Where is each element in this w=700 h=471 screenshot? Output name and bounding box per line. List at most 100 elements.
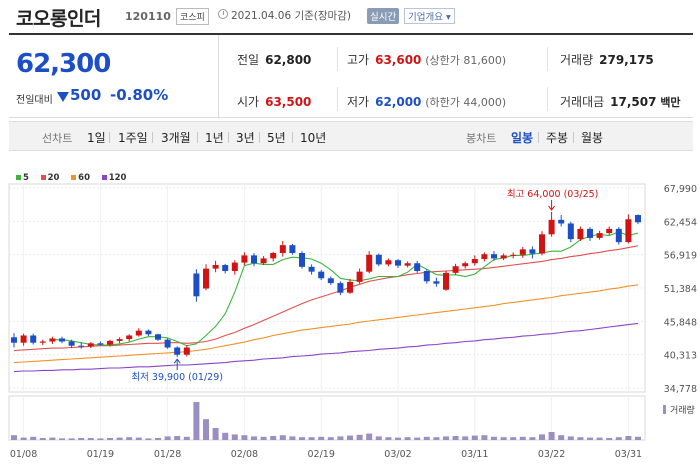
candle-body [183,347,190,355]
candle-body [231,262,238,272]
candle-body [299,252,305,267]
current-price: 62,300 [16,49,111,79]
tab-1year[interactable]: 1년 [205,131,224,145]
low-value: 62,000 [375,95,422,109]
date-text: 2021.04.06 기준(장마감) [231,10,351,22]
volume-bar [203,419,209,440]
price-change-pct: -0.80% [110,86,169,104]
candle-body [558,219,565,224]
volume-bar [491,436,497,440]
realtime-button[interactable]: 실시간 [367,8,400,24]
tab-monthly[interactable]: 월봉 [581,131,604,145]
x-tick-label: 02/08 [231,449,258,460]
y-tick-label: 62,454 [664,217,697,228]
candle-body [49,338,56,342]
high-value: 63,600 [375,53,422,67]
tab-1week[interactable]: 1주일 [118,131,148,145]
candle-body [491,254,497,259]
volume-bar [135,437,142,440]
volume-bar [596,437,603,440]
volume-bar [126,437,133,440]
volume-bar [443,436,449,440]
current-price-panel: 62,300 전일대비 500 -0.80% [9,35,219,119]
volume-bar [548,432,555,440]
legend-ma20[interactable]: 20 [40,173,59,183]
candle-body [11,337,17,343]
tab-divider [538,132,539,143]
candle-body [596,233,603,238]
volume-bar [231,434,238,440]
candle-body [452,266,459,273]
candle-body [193,273,200,297]
candle-body [289,245,296,253]
y-tick-label: 40,313 [664,351,697,362]
candle-body [203,268,209,289]
volume-bar [87,438,94,440]
candle-body [68,341,75,346]
volume-bar [107,438,113,440]
candle-body [423,271,430,282]
candle-body [30,335,37,343]
x-tick-label: 02/19 [308,449,335,460]
legend-ma60[interactable]: 60 [71,173,90,183]
volume-bar [116,437,123,440]
tab-1day[interactable]: 1일 [87,131,106,145]
legend-ma5-label: 5 [23,173,29,183]
candle-body [625,219,632,243]
tab-3year[interactable]: 3년 [236,131,255,145]
candle-body [529,249,536,254]
tab-weekly[interactable]: 주봉 [546,131,569,145]
tab-divider [152,132,153,143]
tab-daily[interactable]: 일봉 [511,131,534,145]
candle-body [395,260,401,266]
candle-body [375,254,382,265]
candle-body [500,255,507,259]
tab-10year[interactable]: 10년 [300,131,327,145]
divider [337,47,338,71]
volume-bar [155,438,161,440]
volume-bar [212,428,219,440]
ma20-line [13,245,639,352]
volume-value: 279,175 [599,53,654,67]
volume-bar [462,436,469,440]
volume-bar [327,437,334,440]
legend-ma5[interactable]: 5 [16,173,29,183]
legend-ma120[interactable]: 120 [101,173,126,183]
company-overview-dropdown[interactable]: 기업개요 ▾ [404,8,455,24]
volume-bar [30,436,37,440]
market-badge: 코스피 [176,8,209,25]
candle-body [135,330,142,336]
volume-bar [78,438,85,440]
volume-bar [241,435,248,440]
volume-bar [145,438,152,440]
volume-bar [615,437,622,440]
tab-divider [197,132,198,143]
volume-bar [270,436,277,440]
chart-period-tabs: 선차트 1일 1주일 3개월 1년 3년 5년 10년 봉차트 일봉 주봉 월봉 [9,121,693,151]
stock-name: 코오롱인더 [16,8,101,30]
volume-bar [260,436,267,440]
y-tick-label: 51,384 [664,284,697,295]
x-tick-label: 01/28 [154,449,181,460]
x-tick-label: 03/22 [538,449,565,460]
y-tick-label: 34,778 [664,384,697,395]
candle-body [587,228,593,238]
clock-icon [218,9,228,19]
candle-body [414,263,421,272]
candle-body [615,228,622,243]
high-price: 고가 63,600 (상한가 81,600) [347,51,506,68]
volume-bar [183,436,190,440]
volume-bar [59,438,65,440]
candle-body [59,338,65,342]
candle-body [481,254,488,259]
volume-bar [395,437,401,440]
candle-body [107,340,113,345]
tab-3month[interactable]: 3개월 [161,131,191,145]
candle-body [174,347,181,355]
candle-body [260,258,267,264]
ma60-line [13,284,639,364]
candle-body [548,219,555,235]
tab-5year[interactable]: 5년 [267,131,286,145]
ma120-line [13,322,639,373]
